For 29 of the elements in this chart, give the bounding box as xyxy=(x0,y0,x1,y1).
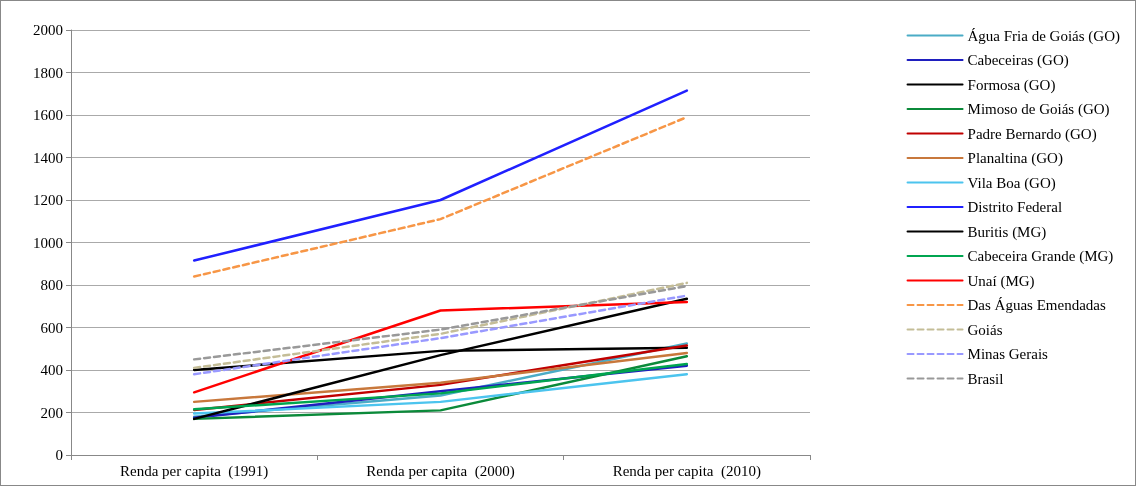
y-tick-label: 0 xyxy=(55,447,63,463)
legend-label: Distrito Federal xyxy=(967,199,1063,215)
y-tick-label: 1000 xyxy=(33,234,63,251)
x-tick-label: Renda per capita (2010) xyxy=(612,462,761,480)
legend-label: Brasil xyxy=(967,370,1004,387)
legend-label: Planaltina (GO) xyxy=(967,150,1063,167)
legend-label: Mimoso de Goiás (GO) xyxy=(967,101,1110,118)
legend-label: Minas Gerais xyxy=(967,346,1049,362)
y-tick-label: 2000 xyxy=(33,22,63,38)
legend-label: Cabeceiras (GO) xyxy=(967,52,1069,69)
legend-label: Água Fria de Goiás (GO) xyxy=(967,27,1121,45)
y-tick-label: 1200 xyxy=(33,192,63,208)
legend-label: Das Águas Emendadas xyxy=(967,297,1106,313)
y-tick-label: 400 xyxy=(40,362,63,378)
legend-label: Unaí (MG) xyxy=(967,272,1035,290)
y-tick-label: 600 xyxy=(40,319,63,336)
legend-label: Cabeceira Grande (MG) xyxy=(967,248,1114,265)
x-tick-label: Renda per capita (1991) xyxy=(120,462,269,480)
legend-label: Formosa (GO) xyxy=(967,76,1056,94)
y-tick-label: 1400 xyxy=(33,149,63,166)
legend-label: Goiás xyxy=(967,321,1003,338)
legend-label: Vila Boa (GO) xyxy=(967,174,1056,192)
legend-label: Buritis (MG) xyxy=(967,223,1047,241)
y-tick-label: 1800 xyxy=(33,64,63,81)
y-tick-label: 1600 xyxy=(33,107,63,123)
y-tick-label: 200 xyxy=(40,404,63,421)
x-tick-label: Renda per capita (2000) xyxy=(366,462,515,480)
legend-label: Padre Bernardo (GO) xyxy=(967,125,1097,143)
y-tick-label: 800 xyxy=(40,277,63,293)
